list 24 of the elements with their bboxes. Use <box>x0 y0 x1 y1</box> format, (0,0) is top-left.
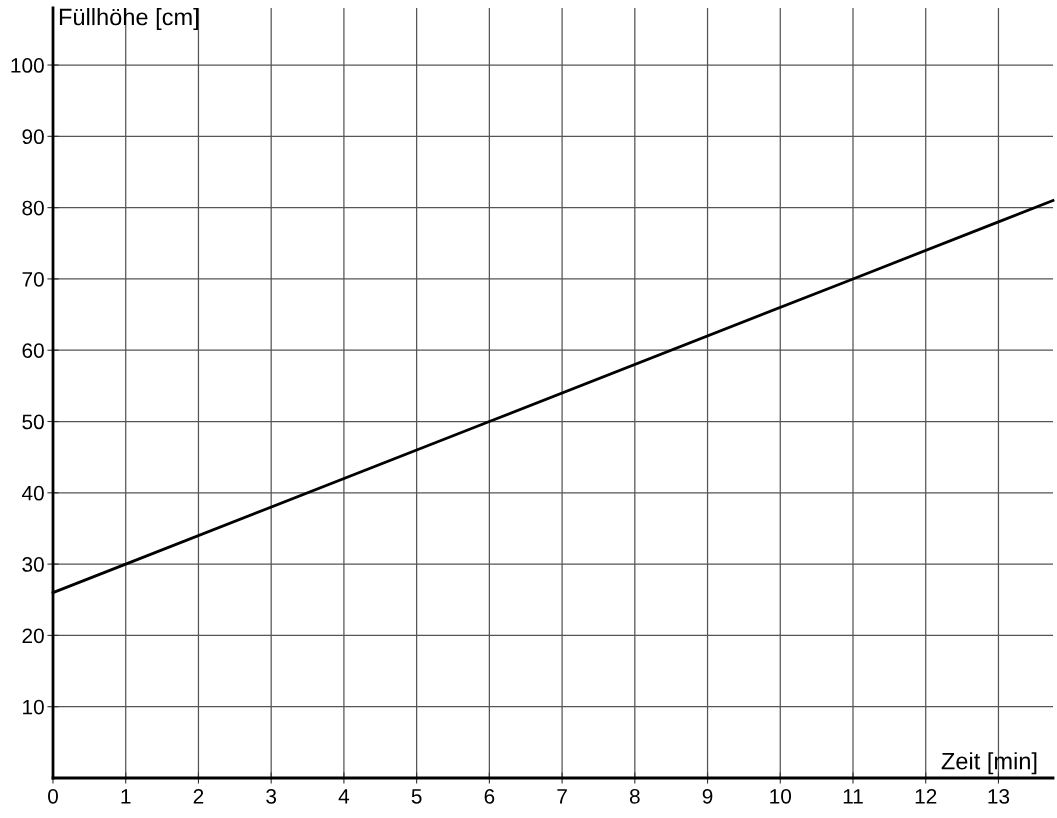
x-tick-label: 9 <box>702 788 713 804</box>
y-tick-label: 40 <box>21 485 44 501</box>
x-tick-label: 2 <box>193 788 204 804</box>
y-tick-label: 80 <box>22 200 44 216</box>
x-tick-label: 0 <box>48 788 58 804</box>
y-tick-label: 70 <box>22 271 44 287</box>
y-tick-label: 30 <box>22 557 44 572</box>
y-tick-label: 60 <box>22 343 44 358</box>
x-tick-label: 13 <box>988 788 1010 804</box>
x-tick-label: 12 <box>915 788 937 804</box>
x-tick-label: 3 <box>266 788 277 804</box>
y-tick-label: 100 <box>11 58 44 73</box>
y-tick-label: 50 <box>22 414 44 430</box>
x-tick-label: 1 <box>121 789 131 804</box>
x-tick-label: 11 <box>843 789 863 804</box>
x-tick-label: 6 <box>484 788 495 804</box>
y-tick-label: 20 <box>22 628 44 644</box>
x-tick-label: 10 <box>770 788 792 804</box>
y-tick-label: 10 <box>23 699 44 715</box>
x-tick-label: 8 <box>629 788 640 804</box>
x-tick-label: 7 <box>557 789 567 804</box>
y-tick-label: 90 <box>22 129 44 145</box>
x-tick-label: 5 <box>411 789 422 804</box>
x-tick-label: 4 <box>338 789 350 804</box>
